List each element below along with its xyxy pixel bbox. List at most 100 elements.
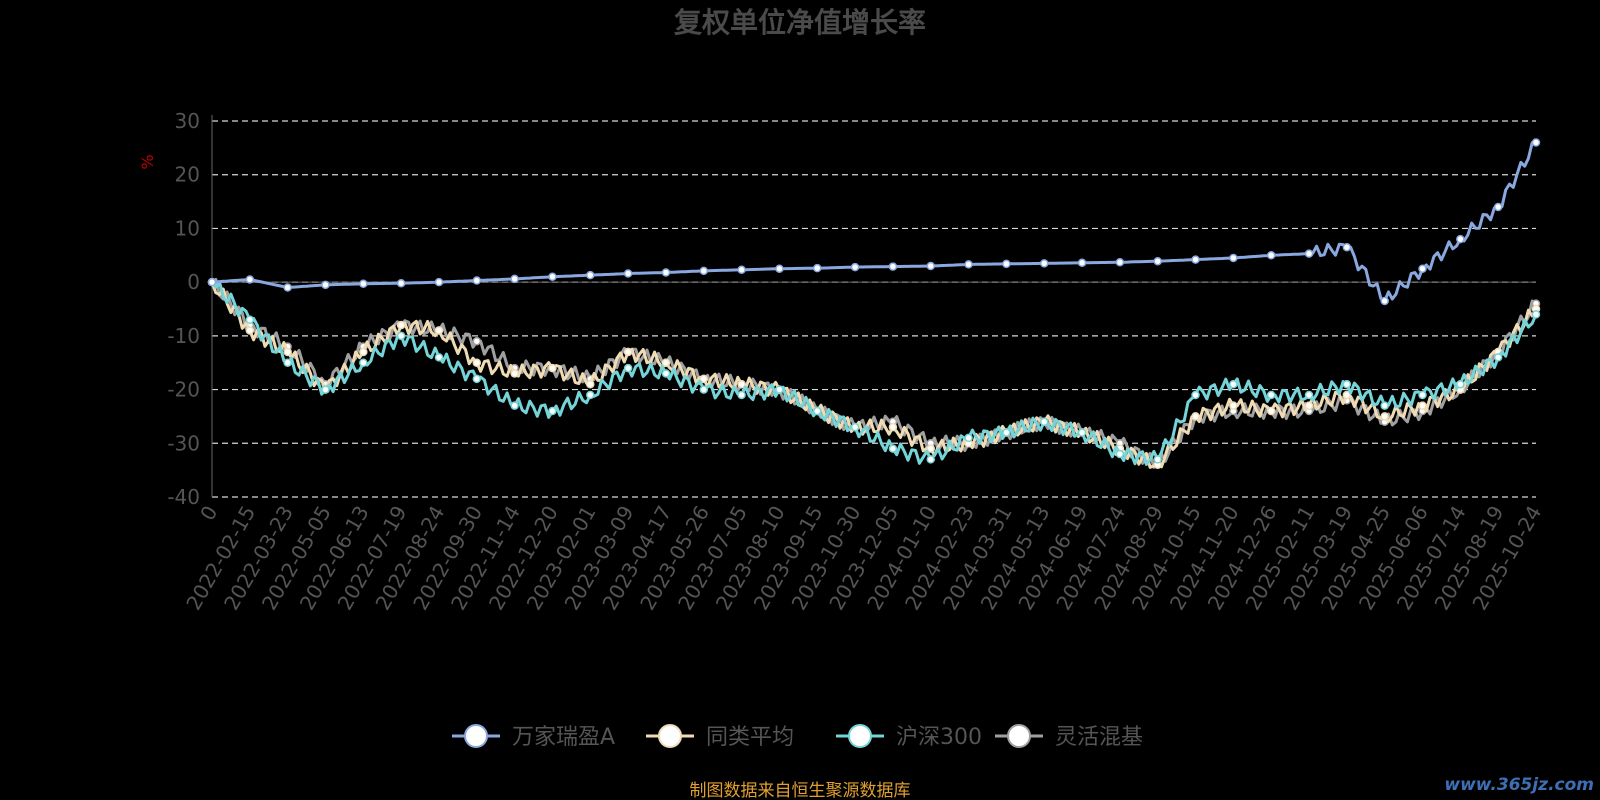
series-1	[207, 277, 1541, 470]
legend-item[interactable]: 万家瑞盈A	[452, 724, 615, 750]
data-point	[926, 455, 935, 464]
y-tick-label: 0	[187, 270, 200, 294]
data-point	[964, 433, 973, 443]
series-line	[210, 280, 1538, 466]
data-point	[1418, 401, 1427, 410]
legend-label: 灵活混基	[1055, 725, 1143, 750]
data-point	[1115, 258, 1125, 267]
data-point	[510, 401, 519, 410]
data-point	[586, 270, 595, 280]
legend-item[interactable]: 同类平均	[646, 724, 794, 750]
data-point	[1304, 249, 1314, 258]
data-point	[1153, 455, 1162, 464]
data-point	[396, 320, 406, 330]
data-point	[1229, 379, 1238, 389]
data-point	[1493, 202, 1503, 212]
y-tick-label: 20	[175, 163, 200, 187]
data-point	[699, 266, 709, 276]
data-point	[926, 261, 935, 271]
data-point	[1153, 256, 1162, 266]
legend-marker	[658, 724, 682, 748]
data-point	[1456, 234, 1465, 244]
x-tick-labels: 02022-02-152022-03-232022-05-052022-06-1…	[181, 501, 1546, 614]
legend-label: 同类平均	[706, 725, 794, 750]
data-point	[1266, 390, 1276, 400]
data-point	[1266, 406, 1276, 416]
data-point	[623, 347, 633, 357]
data-point	[359, 279, 368, 289]
data-point	[1456, 379, 1465, 389]
data-point	[1077, 258, 1087, 268]
data-point	[1493, 353, 1503, 362]
data-point	[472, 358, 482, 367]
data-point	[1002, 259, 1011, 269]
data-point	[850, 422, 860, 432]
data-point	[1531, 310, 1541, 319]
legend-item[interactable]: 沪深300	[836, 724, 982, 750]
y-tick-label: -30	[167, 431, 200, 455]
data-point	[283, 347, 292, 357]
data-point	[1229, 253, 1238, 263]
legend-item[interactable]: 灵活混基	[995, 724, 1143, 750]
legend-marker	[464, 724, 488, 748]
y-tick-label: -10	[167, 324, 200, 348]
data-point	[586, 379, 595, 389]
data-point	[321, 385, 330, 394]
data-point	[434, 326, 444, 335]
series-line	[210, 281, 1538, 469]
data-point	[510, 369, 519, 378]
legend-marker	[1007, 724, 1031, 748]
data-point	[775, 385, 784, 394]
data-point	[1266, 251, 1276, 260]
data-point	[1342, 390, 1352, 400]
data-point	[1380, 401, 1389, 410]
source-note: 制图数据来自恒生聚源数据库	[690, 781, 911, 800]
legend-marker	[848, 724, 872, 748]
legend-label: 万家瑞盈A	[512, 725, 615, 750]
data-point	[623, 269, 633, 278]
data-point	[1191, 412, 1200, 421]
y-axis-label: %	[138, 154, 157, 169]
data-point	[888, 422, 898, 432]
data-point	[472, 276, 482, 285]
data-point	[245, 326, 255, 335]
data-point	[548, 406, 557, 416]
data-point	[661, 268, 671, 277]
legend-label: 沪深300	[896, 725, 982, 750]
data-point	[1191, 390, 1200, 400]
series-line	[211, 141, 1537, 303]
data-point	[1342, 379, 1352, 389]
data-point	[396, 278, 406, 288]
series-lines	[207, 138, 1541, 470]
data-point	[661, 358, 671, 367]
data-point	[888, 262, 898, 271]
data-point	[661, 369, 671, 378]
data-point	[548, 272, 557, 282]
y-tick-label: -40	[167, 485, 200, 509]
data-point	[813, 406, 822, 416]
chart-title: 复权单位净值增长率	[674, 6, 926, 39]
data-point	[737, 379, 746, 389]
data-point	[888, 444, 898, 453]
x-tick-label: 0	[195, 502, 222, 525]
data-point	[850, 262, 860, 272]
data-point	[1342, 242, 1352, 252]
watermark: www.365jz.com	[1444, 775, 1594, 795]
data-point	[699, 385, 709, 394]
y-tick-label: -20	[167, 378, 200, 402]
data-point	[1304, 390, 1314, 400]
data-point	[1380, 296, 1389, 306]
data-point	[548, 363, 557, 373]
data-point	[586, 390, 595, 400]
data-point	[321, 280, 330, 290]
data-point	[1229, 401, 1238, 410]
y-tick-label: 10	[175, 216, 200, 240]
data-point	[1077, 428, 1087, 437]
data-point	[510, 274, 519, 284]
data-point	[1304, 401, 1314, 410]
data-point	[1380, 412, 1389, 421]
data-point	[775, 264, 784, 273]
data-point	[396, 331, 406, 341]
legend[interactable]: 万家瑞盈A 同类平均 沪深300 灵活混基	[452, 724, 1143, 750]
